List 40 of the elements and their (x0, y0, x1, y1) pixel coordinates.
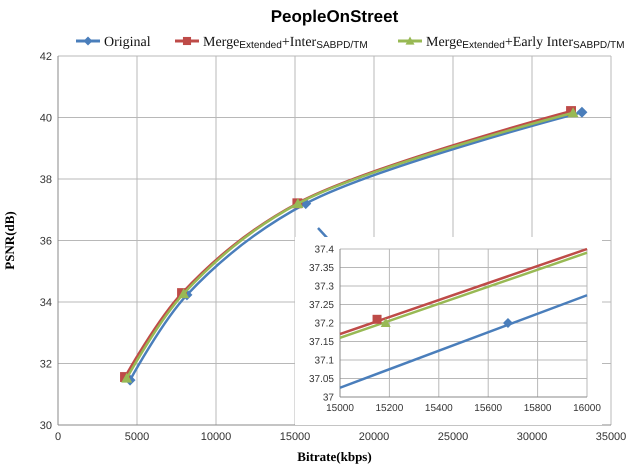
point (576, 106, 588, 118)
y-tick-label: 37.15 (308, 337, 334, 348)
y-tick-label: 37.25 (308, 300, 334, 311)
x-tick-label: 30000 (516, 431, 548, 443)
x-tick-label: 15600 (474, 403, 503, 414)
y-tick-label: 40 (40, 112, 52, 124)
x-tick-label: 20000 (358, 431, 390, 443)
x-tick-label: 15800 (524, 403, 552, 414)
legend-label: Merge$_{Extended}$+Inter$_{SABPD/TM}$ (203, 35, 368, 50)
x-tick-label: 15000 (280, 431, 310, 443)
y-tick-label: 32 (40, 358, 52, 370)
x-tick-label: 15400 (424, 403, 454, 414)
y-axis-title: PSNR(dB) (2, 211, 17, 270)
x-axis-title: Bitrate(kbps) (297, 449, 372, 464)
legend-label: Original (104, 35, 151, 50)
point (178, 288, 190, 298)
x-tick-label: 35000 (596, 431, 626, 443)
y-tick-label: 37.2 (314, 318, 334, 330)
y-tick-label: 36 (40, 235, 52, 248)
point (121, 372, 132, 383)
x-tick-label: 15200 (375, 403, 404, 414)
y-tick-label: 37.4 (314, 244, 334, 256)
x-tick-label: 25000 (438, 431, 468, 443)
y-tick-label: 30 (40, 420, 52, 432)
y-tick-label: 42 (40, 50, 52, 63)
point (568, 107, 579, 118)
x-tick-label: 0 (54, 431, 62, 443)
x-tick-label: 10000 (200, 431, 232, 443)
x-tick-label: 15000 (326, 403, 354, 414)
y-tick-label: 37.3 (314, 282, 334, 292)
legend-label: Merge$_{Extended}$+Early Inter$_{SABPD/TM}$ (426, 35, 625, 50)
y-tick-label: 34 (40, 296, 52, 309)
y-tick-label: 38 (40, 174, 52, 186)
x-tick-label: 16000 (573, 403, 602, 414)
y-tick-label: 37.05 (308, 374, 334, 385)
x-tick-label: 5000 (124, 431, 150, 443)
chart-title: PeopleOnStreet (270, 7, 399, 26)
y-tick-label: 37.1 (314, 356, 334, 366)
y-tick-label: 37.35 (308, 263, 334, 274)
y-tick-label: 37 (322, 392, 334, 404)
